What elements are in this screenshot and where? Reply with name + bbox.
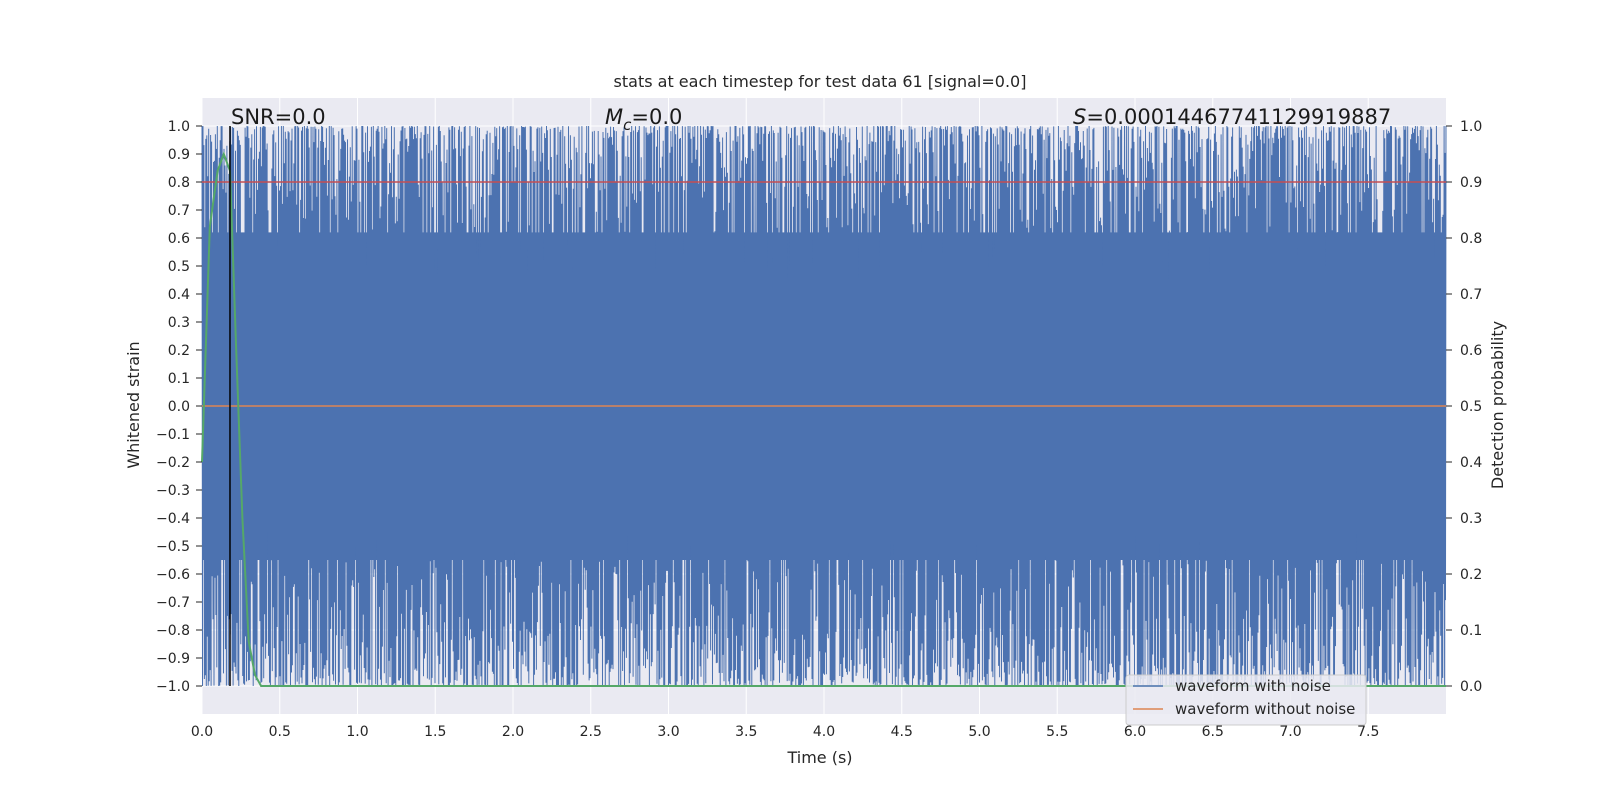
s-annotation: S=0.00014467741129919887: [1073, 105, 1391, 129]
y2-tick-label: 0.5: [1460, 399, 1482, 415]
x-tick-label: 1.0: [346, 724, 368, 740]
y2-tick-label: 0.9: [1460, 175, 1482, 191]
s-symbol: S: [1073, 105, 1086, 129]
legend-label-noise: waveform with noise: [1175, 677, 1331, 695]
y-tick-label: 0.2: [168, 343, 190, 359]
y-tick-label: 0.6: [168, 231, 190, 247]
y-tick-label: 0.3: [168, 315, 190, 331]
ticks: 0.0 0.5 1.0 1.5 2.0 2.5 3.0 3.5 4.0 4.5 5.0 5.5 6.0 6…: [156, 119, 1482, 740]
plot-area: [201, 125, 1447, 687]
y2-tick-label: 0.7: [1460, 287, 1482, 303]
y2-tick-label: 0.6: [1460, 343, 1482, 359]
x-tick-label: 1.5: [424, 724, 446, 740]
y2-tick-label: 0.4: [1460, 455, 1482, 471]
y-tick-label: −0.6: [156, 567, 190, 583]
x-tick-label: 0.5: [269, 724, 291, 740]
s-value: =0.00014467741129919887: [1086, 105, 1391, 129]
x-tick-label: 3.5: [735, 724, 757, 740]
y-axis-label: Whitened strain: [124, 341, 143, 468]
y-tick-label: −0.9: [156, 651, 190, 667]
detection-probability-line: [201, 151, 1446, 687]
y-tick-label: 0.4: [168, 287, 190, 303]
y2-tick-label: 0.2: [1460, 567, 1482, 583]
y-tick-label: 0.5: [168, 259, 190, 275]
legend-label-clean: waveform without noise: [1175, 700, 1355, 718]
y-tick-label: 1.0: [168, 119, 190, 135]
y-tick-label: 0.0: [168, 399, 190, 415]
snr-value: 0.0: [292, 105, 325, 129]
y-tick-label: 0.9: [168, 147, 190, 163]
y-tick-label: −0.8: [156, 623, 190, 639]
y2-tick-label: 0.3: [1460, 511, 1482, 527]
noise-waveform-line: [201, 125, 1447, 687]
mc-symbol: M: [605, 105, 623, 129]
y-tick-label: −0.3: [156, 483, 190, 499]
y2-tick-label: 1.0: [1460, 119, 1482, 135]
y-tick-label: −0.4: [156, 511, 190, 527]
x-tick-label: 2.5: [580, 724, 602, 740]
snr-annotation: SNR=0.0: [231, 105, 326, 129]
x-tick-label: 4.5: [891, 724, 913, 740]
x-axis-label: Time (s): [786, 748, 852, 767]
x-tick-label: 5.5: [1046, 724, 1068, 740]
x-tick-label: 3.0: [657, 724, 679, 740]
y-tick-label: 0.8: [168, 175, 190, 191]
legend-box: [1125, 674, 1367, 726]
y-tick-label: 0.1: [168, 371, 190, 387]
y-tick-label: −0.7: [156, 595, 190, 611]
mc-value: =0.0: [631, 105, 682, 129]
y2-tick-label: 0.0: [1460, 679, 1482, 695]
y-tick-label: −0.5: [156, 539, 190, 555]
y2-axis-label: Detection probability: [1488, 321, 1507, 489]
y2-tick-label: 0.1: [1460, 623, 1482, 639]
x-tick-label: 7.5: [1357, 724, 1379, 740]
x-tick-label: 2.0: [502, 724, 524, 740]
y-tick-label: −1.0: [156, 679, 190, 695]
mc-annotation: Mc=0.0: [605, 105, 682, 134]
legend: waveform with noise waveform without noi…: [1125, 674, 1367, 726]
mc-subscript: c: [623, 116, 632, 134]
x-tick-label: 5.0: [968, 724, 990, 740]
snr-prefix: SNR=: [231, 105, 292, 129]
x-tick-label: 4.0: [813, 724, 835, 740]
y-tick-label: −0.2: [156, 455, 190, 471]
x-tick-label: 7.0: [1279, 724, 1301, 740]
chart-title: stats at each timestep for test data 61 …: [614, 72, 1027, 91]
x-tick-label: 0.0: [191, 724, 213, 740]
x-tick-label: 6.0: [1124, 724, 1146, 740]
y2-tick-label: 0.8: [1460, 231, 1482, 247]
y-tick-label: −0.1: [156, 427, 190, 443]
y-tick-label: 0.7: [168, 203, 190, 219]
x-tick-label: 6.5: [1202, 724, 1224, 740]
